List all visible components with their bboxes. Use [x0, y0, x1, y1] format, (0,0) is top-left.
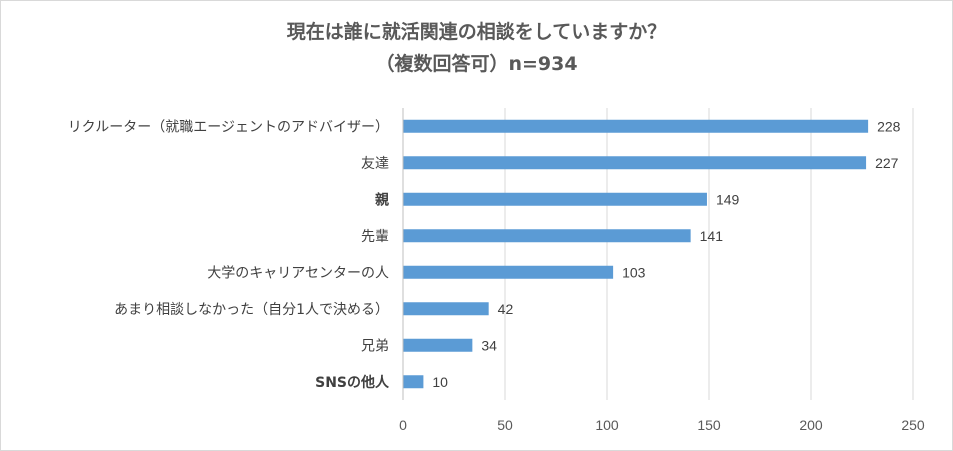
category-label-8: SNSの他人 [315, 374, 390, 391]
chart-subtitle: （複数回答可）n=934 [375, 53, 578, 75]
bar-3 [403, 192, 707, 206]
category-label-5: 大学のキャリアセンターの人 [207, 265, 389, 281]
value-label-7: 34 [481, 337, 497, 353]
category-label-3: 親 [375, 191, 389, 208]
category-label-6: あまり相談しなかった（自分1人で決める） [114, 302, 389, 318]
value-label-4: 141 [700, 228, 724, 244]
bar-2 [403, 156, 867, 170]
value-label-2: 227 [875, 155, 899, 171]
x-tick-label-50: 50 [497, 417, 513, 433]
bar-6 [403, 302, 489, 316]
x-tick-label-100: 100 [595, 417, 619, 433]
chart-title: 現在は誰に就活関連の相談をしていますか？ [286, 21, 667, 43]
category-label-7: 兄弟 [361, 338, 389, 354]
value-label-1: 228 [877, 118, 901, 134]
x-tick-label-0: 0 [399, 417, 407, 433]
category-label-2: 友達 [361, 156, 389, 172]
bar-7 [403, 338, 473, 352]
value-label-3: 149 [716, 191, 740, 207]
category-label-1: リクルーター（就職エージェントのアドバイザー） [68, 119, 389, 135]
x-tick-label-250: 250 [901, 417, 925, 433]
bar-1 [403, 119, 869, 133]
x-tick-label-150: 150 [697, 417, 721, 433]
value-label-8: 10 [432, 374, 448, 390]
category-label-4: 先輩 [361, 229, 389, 245]
x-tick-label-200: 200 [799, 417, 823, 433]
value-label-6: 42 [498, 301, 514, 317]
value-label-5: 103 [622, 264, 646, 280]
bar-4 [403, 229, 691, 243]
bar-8 [403, 375, 424, 389]
bar-5 [403, 265, 614, 279]
